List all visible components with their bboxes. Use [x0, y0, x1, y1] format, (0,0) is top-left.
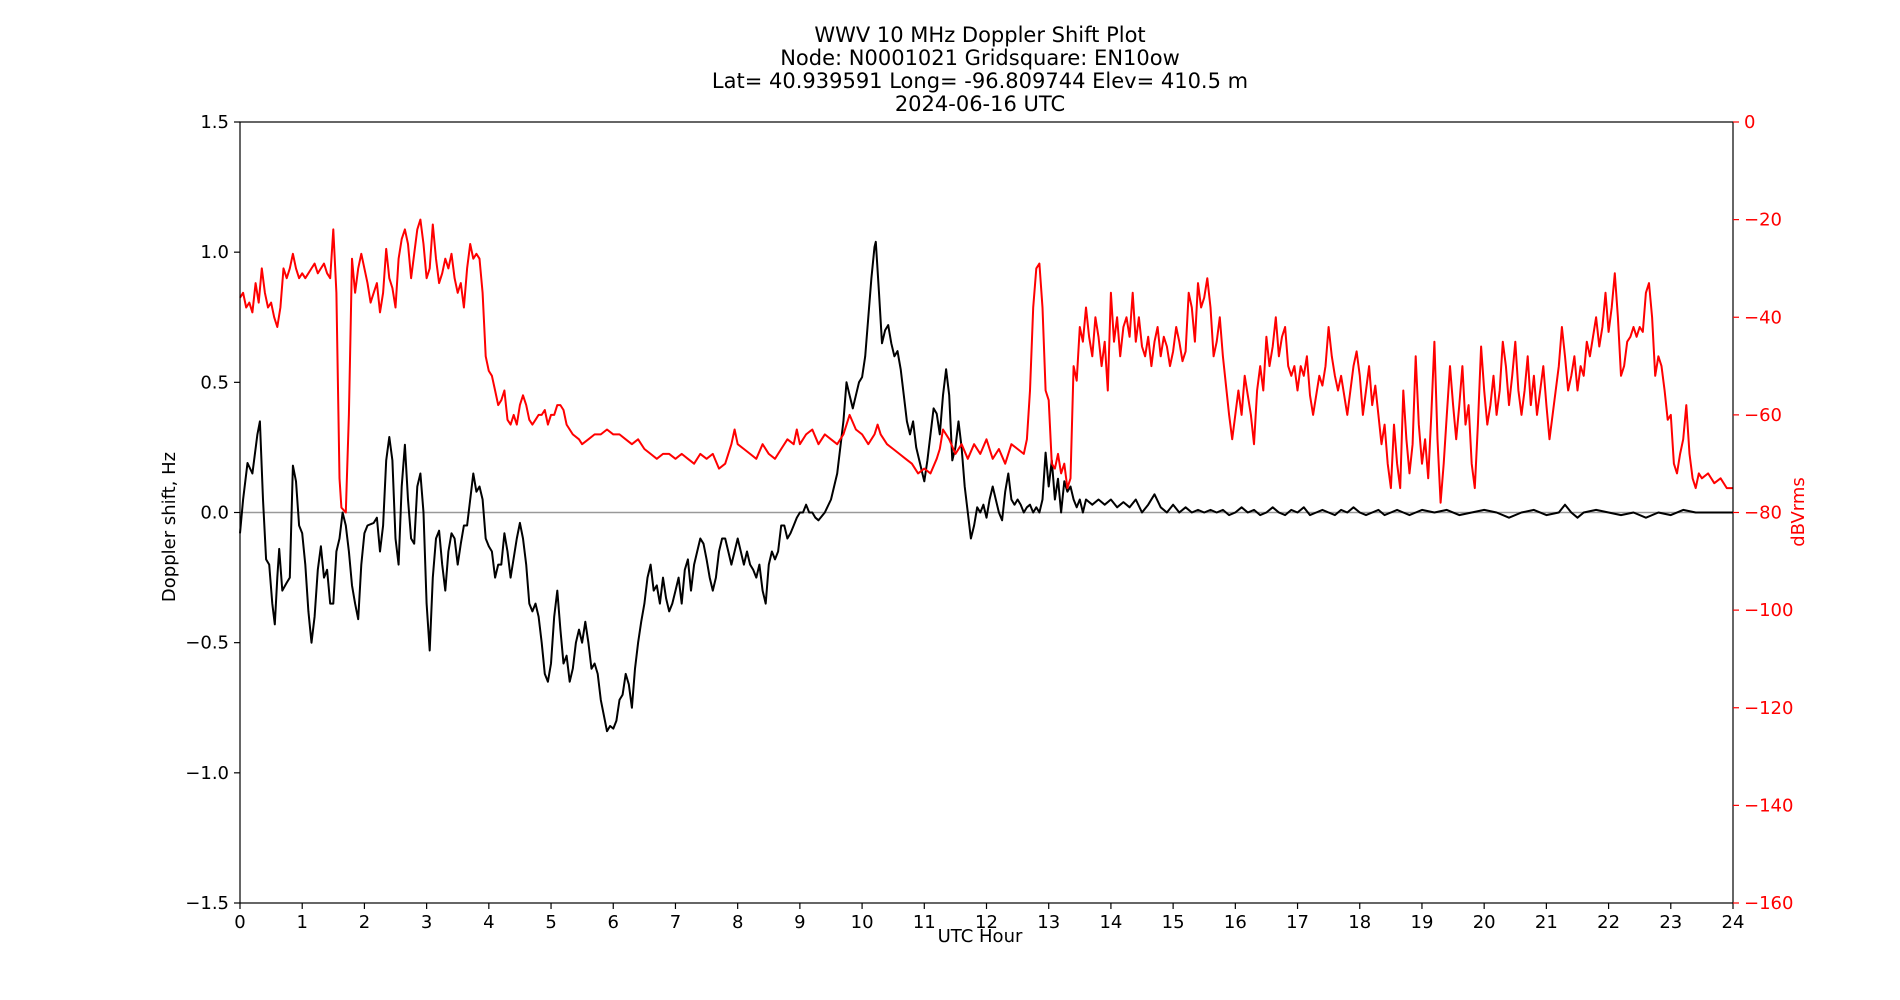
y-right-tick-label: −160	[1744, 893, 1793, 914]
x-tick-label: 2	[359, 912, 370, 933]
y-axis-left-label: Doppler shift, Hz	[159, 452, 180, 602]
x-tick-label: 17	[1286, 912, 1309, 933]
x-tick-label: 23	[1659, 912, 1682, 933]
x-tick-label: 24	[1722, 912, 1745, 933]
chart-title-line-3: Lat= 40.939591 Long= -96.809744 Elev= 41…	[712, 69, 1248, 93]
y-left-tick-label: 1.0	[200, 242, 229, 263]
x-tick-label: 11	[913, 912, 936, 933]
chart-title: WWV 10 MHz Doppler Shift Plot Node: N000…	[712, 23, 1248, 116]
y-right-tick-label: −40	[1744, 307, 1782, 328]
x-tick-label: 3	[421, 912, 432, 933]
x-tick-label: 19	[1411, 912, 1434, 933]
series-layer	[239, 218, 1733, 733]
x-tick-label: 16	[1224, 912, 1247, 933]
y-axis-left: −1.5 −1.0 −0.5 0.0 0.5 1.0 1.5	[185, 112, 240, 914]
x-tick-label: 18	[1348, 912, 1371, 933]
x-axis-label: UTC Hour	[938, 926, 1023, 947]
y-right-tick-label: −20	[1744, 210, 1782, 231]
y-left-tick-label: 0.0	[200, 503, 229, 524]
x-tick-label: 21	[1535, 912, 1558, 933]
series-line-doppler	[239, 240, 1733, 733]
chart-title-line-2: Node: N0001021 Gridsquare: EN10ow	[780, 46, 1180, 70]
x-tick-label: 0	[234, 912, 245, 933]
y-right-tick-label: −140	[1744, 795, 1793, 816]
x-tick-label: 7	[670, 912, 681, 933]
x-tick-label: 14	[1099, 912, 1122, 933]
y-left-tick-label: −1.5	[185, 893, 229, 914]
x-tick-label: 6	[608, 912, 619, 933]
y-axis-right-label: dBVrms	[1788, 477, 1809, 547]
x-tick-label: 13	[1037, 912, 1060, 933]
y-right-tick-label: −80	[1744, 503, 1782, 524]
x-tick-label: 10	[851, 912, 874, 933]
series-line-signal-level	[239, 218, 1733, 514]
y-right-tick-label: −120	[1744, 698, 1793, 719]
y-right-tick-label: 0	[1744, 112, 1755, 133]
x-tick-label: 20	[1473, 912, 1496, 933]
y-left-tick-label: 0.5	[200, 372, 229, 393]
x-tick-label: 5	[545, 912, 556, 933]
y-left-tick-label: −0.5	[185, 633, 229, 654]
x-tick-label: 9	[794, 912, 805, 933]
x-tick-label: 22	[1597, 912, 1620, 933]
y-axis-right: −160 −140 −120 −100 −80 −60 −40 −20 0	[1733, 112, 1793, 914]
y-left-tick-label: −1.0	[185, 763, 229, 784]
chart-title-line-4: 2024-06-16 UTC	[895, 92, 1065, 116]
y-right-tick-label: −100	[1744, 600, 1793, 621]
y-right-tick-label: −60	[1744, 405, 1782, 426]
x-tick-label: 15	[1162, 912, 1185, 933]
x-axis: 0 1 2 3 4 5 6 7 8 9 10 11 12 13 14 15 16 17 18 19 20 21 22 23 24	[234, 903, 1744, 933]
x-tick-label: 12	[975, 912, 998, 933]
chart-title-line-1: WWV 10 MHz Doppler Shift Plot	[814, 23, 1145, 47]
x-tick-label: 1	[296, 912, 307, 933]
x-tick-label: 8	[732, 912, 743, 933]
x-tick-label: 4	[483, 912, 494, 933]
y-left-tick-label: 1.5	[200, 112, 229, 133]
